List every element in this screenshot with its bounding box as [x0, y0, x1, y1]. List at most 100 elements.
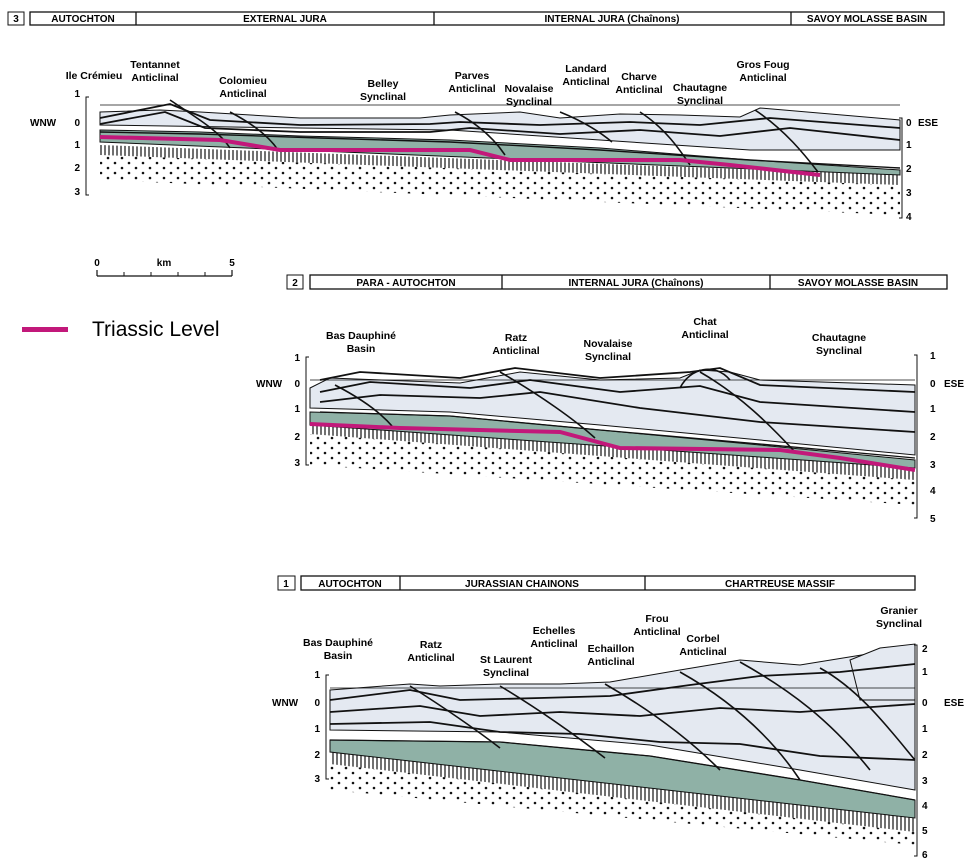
section-1-thrust-6: [819, 667, 916, 761]
section-1-header: 1 AUTOCHTON JURASSIAN CHAINONS CHARTREUS…: [277, 575, 916, 591]
section-1-right-tick: 2: [922, 644, 928, 655]
legend-triassic-swatch: [22, 327, 68, 332]
section-1-left-tick: 2: [314, 750, 320, 761]
section-3-geology: [99, 99, 901, 215]
section-2-right-tick: 3: [930, 460, 936, 471]
section-1-thrust-3: [604, 683, 721, 771]
section-2-triassic-line: [309, 422, 916, 472]
section-1-granier-block: [849, 643, 916, 701]
section-3-header-external-jura: EXTERNAL JURA: [243, 14, 327, 25]
section-3-light-band: [99, 107, 901, 151]
section-1-left-tick: 1: [314, 724, 320, 735]
section-3-header-autochton: AUTOCHTON: [51, 14, 115, 25]
label-echaillon-anticlinal: Echaillon Anticlinal: [587, 643, 634, 668]
section-1-strata-line-1: [329, 663, 916, 701]
label-bas-dauphine-basin-2: Bas Dauphiné Basin: [326, 330, 396, 355]
section-3-right-tick: 1: [906, 140, 912, 151]
section-3-header-internal-jura: INTERNAL JURA (Chaînons): [545, 14, 680, 25]
label-corbel-anticlinal: Corbel Anticlinal: [679, 633, 726, 658]
section-1-header-chartreuse-massif: CHARTREUSE MASSIF: [725, 579, 835, 590]
label-chautagne-synclinal: Chautagne Synclinal: [673, 82, 727, 107]
section-2-header-internal-jura: INTERNAL JURA (Chaînons): [569, 278, 704, 289]
section-1-right-tick: 0: [922, 698, 928, 709]
section-1-left-direction: WNW: [272, 698, 299, 709]
section-2-right-tick: 1: [930, 404, 936, 415]
section-1-axes: WNW 1 0 1 2 3 2 1 0 ESE 1 2 3 4 5 6: [272, 644, 964, 861]
section-3-left-tick: 1: [74, 140, 80, 151]
section-1-right-tick: 1: [922, 667, 928, 678]
section-3-right-direction: ESE: [918, 118, 938, 129]
label-frou-anticlinal: Frou Anticlinal: [633, 613, 680, 638]
section-2-right-tick: 4: [930, 486, 936, 497]
section-3-strata-line-2: [99, 111, 901, 141]
section-2-basement-dots: [310, 432, 915, 505]
section-2: 2 PARA - AUTOCHTON INTERNAL JURA (Chaîno…: [256, 274, 964, 525]
section-3: 3 AUTOCHTON EXTERNAL JURA INTERNAL JURA …: [7, 11, 945, 223]
section-1-strata-line-3: [329, 721, 916, 761]
label-landard-anticlinal: Landard Anticlinal: [562, 63, 609, 88]
section-2-thrust-1: [334, 384, 393, 427]
section-2-chat-fold: [679, 368, 731, 389]
scale-bar-unit: km: [157, 258, 172, 269]
section-2-right-tick: 1: [930, 351, 936, 362]
section-1-thrust-5: [739, 661, 871, 771]
section-3-left-direction: WNW: [30, 118, 57, 129]
section-2-left-tick: 1: [294, 353, 300, 364]
section-3-left-tick: 1: [74, 89, 80, 100]
section-2-left-direction: WNW: [256, 379, 283, 390]
section-1-right-tick: 4: [922, 801, 928, 812]
scale-bar-five: 5: [229, 258, 235, 269]
section-3-right-tick: 4: [906, 212, 912, 223]
section-2-strata-line-4: [319, 411, 916, 459]
label-chat-anticlinal: Chat Anticlinal: [681, 316, 728, 341]
section-1-labels: Bas Dauphiné Basin Ratz Anticlinal St Laur…: [303, 605, 922, 679]
section-2-right-direction: ESE: [944, 379, 964, 390]
section-2-left-tick: 0: [294, 379, 300, 390]
scale-bar: 0 km 5: [94, 258, 235, 277]
section-3-hatch-band: [100, 145, 900, 185]
section-3-strata-line-1: [99, 103, 901, 129]
label-belley-synclinal: Belley Synclinal: [360, 78, 406, 103]
section-3-right-tick: 2: [906, 164, 912, 175]
section-2-left-tick: 3: [294, 458, 300, 469]
section-3-left-tick: 2: [74, 163, 80, 174]
label-tentannet-anticlinal: Tentannet Anticlinal: [130, 59, 180, 84]
section-2-right-tick: 5: [930, 514, 936, 525]
section-1-thrust-1: [409, 685, 501, 749]
section-2-light-band: [309, 369, 916, 456]
label-colomieu-anticlinal: Colomieu Anticlinal: [219, 75, 267, 100]
label-parves-anticlinal: Parves Anticlinal: [448, 70, 495, 95]
section-1-thrust-2: [499, 685, 606, 759]
section-3-axes: WNW 1 0 1 2 3 0 ESE 1 2 3 4: [30, 89, 938, 223]
section-3-strata-line-3: [99, 131, 901, 169]
section-3-right-tick: 0: [906, 118, 912, 129]
section-2-labels: Bas Dauphiné Basin Ratz Anticlinal Novalai…: [326, 316, 866, 363]
section-1-basement-dots: [330, 760, 915, 845]
label-charve-anticlinal: Charve Anticlinal: [615, 71, 662, 96]
section-1-right-tick: 3: [922, 776, 928, 787]
section-3-triassic-line: [99, 135, 821, 177]
section-2-strata-line-2: [319, 379, 916, 413]
section-2-geology: [309, 367, 916, 505]
label-chautagne-synclinal-2: Chautagne Synclinal: [812, 332, 866, 357]
section-2-right-tick: 0: [930, 379, 936, 390]
section-2-header-para-autochton: PARA - AUTOCHTON: [356, 278, 455, 289]
label-ratz-anticlinal-1: Ratz Anticlinal: [407, 639, 454, 664]
section-2-number: 2: [292, 278, 298, 289]
section-1-hatch-band: [330, 752, 915, 832]
label-echelles-anticlinal: Echelles Anticlinal: [530, 625, 577, 650]
section-2-strata-line-1: [319, 367, 916, 393]
section-3-left-tick: 0: [74, 118, 80, 129]
section-3-number: 3: [13, 14, 19, 25]
section-1-right-direction: ESE: [944, 698, 964, 709]
section-1: 1 AUTOCHTON JURASSIAN CHAINONS CHARTREUS…: [272, 575, 964, 861]
section-1-right-tick: 5: [922, 826, 928, 837]
section-1-geology: [329, 643, 916, 845]
label-st-laurent-synclinal: St Laurent Synclinal: [480, 654, 532, 679]
section-1-left-tick: 0: [314, 698, 320, 709]
section-1-right-tick: 6: [922, 850, 928, 861]
section-3-thrust-2: [229, 111, 279, 151]
section-1-light-band: [329, 647, 916, 791]
section-3-header-savoy-molasse: SAVOY MOLASSE BASIN: [807, 14, 927, 25]
